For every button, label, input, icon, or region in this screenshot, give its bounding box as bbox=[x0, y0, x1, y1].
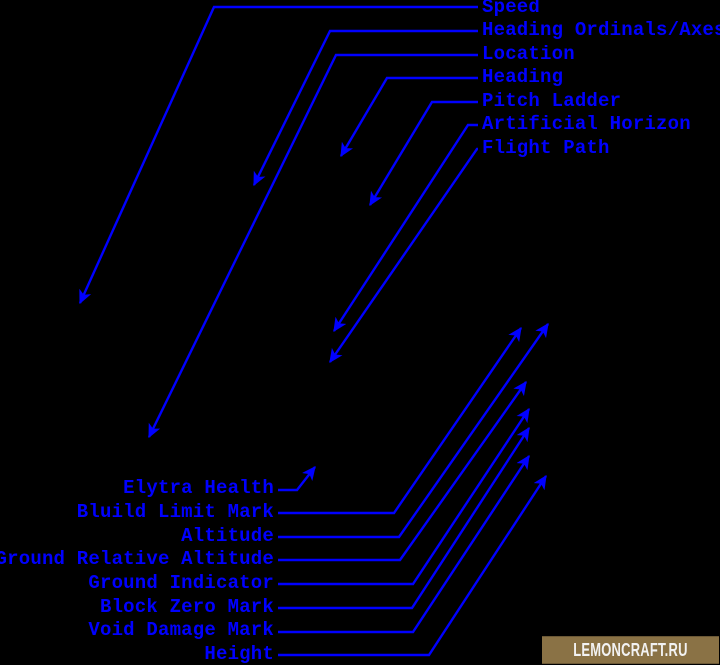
label-elytra-health: Elytra Health bbox=[123, 477, 274, 500]
label-heading: Heading bbox=[482, 66, 564, 89]
label-pitch-ladder: Pitch Ladder bbox=[482, 90, 622, 113]
arrow-ground-indicator bbox=[278, 407, 531, 586]
label-flight-path: Flight Path bbox=[482, 137, 610, 160]
label-void-damage-mark: Void Damage Mark bbox=[88, 619, 274, 642]
arrow-build-limit-mark bbox=[278, 327, 522, 515]
arrow-heading bbox=[339, 76, 478, 158]
arrow-flight-path bbox=[329, 147, 478, 363]
label-heading-ordinals-axes: Heading Ordinals/Axes bbox=[482, 19, 720, 42]
label-artificial-horizon: Artificial Horizon bbox=[482, 113, 691, 136]
arrow-heading-ordinals-axes bbox=[252, 29, 478, 187]
arrow-void-damage-mark bbox=[278, 454, 531, 634]
label-location: Location bbox=[482, 43, 575, 66]
watermark-banner: LEMONCRAFT.RU bbox=[542, 636, 719, 664]
label-build-limit-mark: Bluild Limit Mark bbox=[76, 501, 274, 524]
arrow-location bbox=[147, 53, 478, 439]
arrow-altitude bbox=[278, 323, 549, 539]
label-ground-indicator: Ground Indicator bbox=[88, 572, 274, 595]
arrow-ground-relative-altitude bbox=[278, 381, 527, 562]
arrow-height bbox=[278, 474, 548, 657]
label-height: Height bbox=[204, 643, 274, 665]
label-altitude: Altitude bbox=[181, 525, 274, 548]
label-block-zero-mark: Block Zero Mark bbox=[99, 596, 274, 619]
arrow-artificial-horizon bbox=[332, 123, 478, 333]
label-ground-relative-altitude: Ground Relative Altitude bbox=[0, 548, 274, 571]
arrow-elytra-health bbox=[278, 466, 316, 492]
arrow-speed bbox=[78, 5, 478, 305]
label-speed: Speed bbox=[482, 0, 541, 19]
arrow-block-zero-mark bbox=[278, 426, 531, 610]
watermark-text: LEMONCRAFT.RU bbox=[573, 639, 688, 660]
arrow-pitch-ladder bbox=[368, 100, 478, 207]
